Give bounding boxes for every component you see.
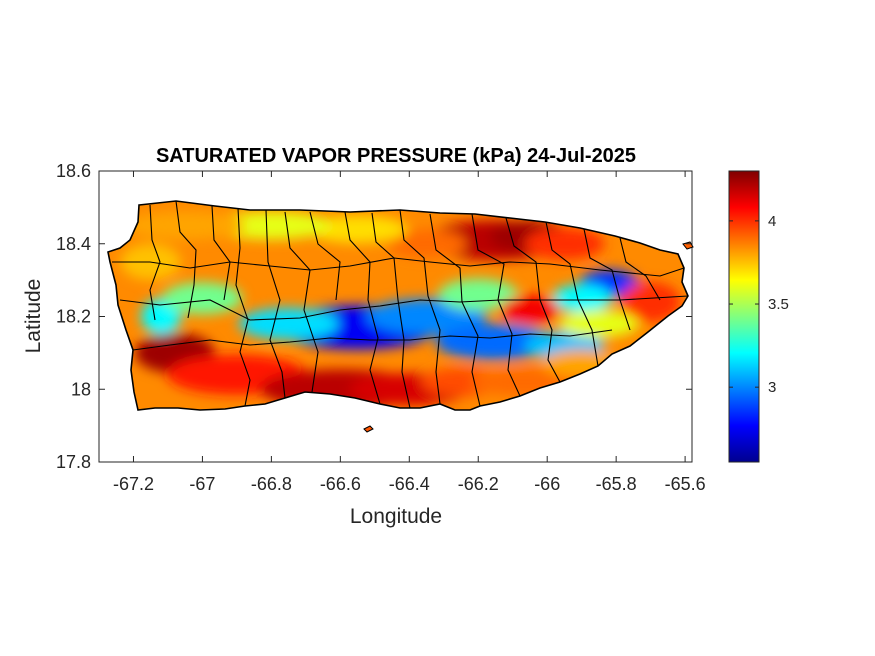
y-axis: 17.8 18 18.2 18.4 18.6	[56, 161, 692, 472]
y-tick-label: 18.6	[56, 161, 91, 181]
x-tick-label: -66.8	[251, 474, 292, 494]
colorbar-tick-label: 3.5	[768, 296, 789, 313]
heatmap-blob	[620, 281, 681, 322]
colorbar-tick-label: 4	[768, 213, 776, 230]
colorbar-ticks: 33.54	[729, 213, 789, 396]
heatmap-blob	[435, 323, 556, 360]
heatmap-blob	[499, 295, 560, 324]
heatmap-blob	[162, 282, 243, 315]
island-small-south	[363, 425, 374, 433]
x-axis-title: Longitude	[350, 505, 442, 528]
x-axis: -67.2 -67 -66.8 -66.6 -66.4 -66.2 -66 -65.8 -65.…	[113, 171, 706, 494]
heatmap-blob	[558, 309, 639, 338]
heatmap-blob	[211, 211, 332, 240]
y-tick-label: 18.4	[56, 234, 91, 254]
x-tick-label: -65.6	[665, 474, 706, 494]
x-tick-label: -67.2	[113, 474, 154, 494]
heatmap-blob	[551, 284, 612, 313]
x-tick-label: -65.8	[596, 474, 637, 494]
y-tick-label: 18.2	[56, 307, 91, 327]
plot-title: SATURATED VAPOR PRESSURE (kPa) 24-Jul-20…	[156, 145, 636, 167]
y-tick-label: 17.8	[56, 452, 91, 472]
x-tick-label: -66.6	[320, 474, 361, 494]
heatmap-blob	[438, 278, 519, 311]
island-outline	[107, 200, 689, 411]
heatmap-blob	[238, 307, 339, 340]
x-tick-label: -66.2	[458, 474, 499, 494]
heatmap-blob	[125, 211, 246, 240]
y-tick-label: 18	[71, 379, 91, 399]
x-tick-label: -66	[534, 474, 560, 494]
y-axis-title: Latitude	[22, 279, 45, 354]
heatmap-blob	[386, 229, 467, 258]
x-tick-label: -67	[189, 474, 215, 494]
heatmap-blob	[524, 227, 605, 260]
x-tick-label: -66.4	[389, 474, 430, 494]
colorbar-tick-label: 3	[768, 379, 776, 396]
municipality-boundaries	[112, 201, 688, 409]
colorbar	[728, 170, 760, 463]
heatmap-blob	[307, 215, 408, 244]
